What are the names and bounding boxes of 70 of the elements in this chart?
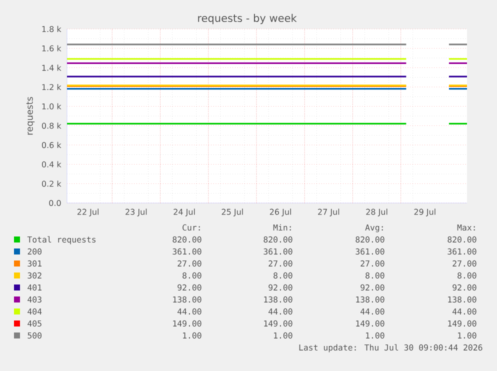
- chart-title: requests - by week: [198, 14, 297, 24]
- text: Avg:: [365, 224, 383, 232]
- text: 138.00: [264, 296, 292, 303]
- x-tick-label: 28 Jul: [366, 208, 388, 216]
- x-tick-label: 23 Jul: [126, 208, 147, 216]
- text: 1.00: [274, 332, 292, 339]
- legend-label: 401: [28, 284, 42, 291]
- text: 138.00: [173, 296, 202, 303]
- legend-label: 403: [28, 296, 42, 303]
- y-tick-label: 1.8 k: [42, 26, 62, 32]
- text: 820.00: [448, 236, 476, 243]
- x-tick-label: 26 Jul: [270, 208, 291, 216]
- text: 138.00: [448, 296, 476, 303]
- y-tick-label: 0.6 k: [42, 142, 62, 148]
- text: 92.00: [268, 284, 292, 291]
- legend-label: Total requests: [27, 236, 96, 244]
- x-tick-label: 25 Jul: [222, 208, 243, 216]
- text: 820.00: [356, 236, 384, 243]
- text: 92.00: [360, 284, 384, 291]
- text: 149.00: [173, 320, 202, 327]
- text: 1.00: [183, 332, 202, 339]
- text: 361.00: [264, 248, 292, 255]
- text: 27.00: [360, 260, 384, 267]
- y-tick-label: 1.6 k: [42, 45, 62, 52]
- text: 44.00: [268, 308, 292, 315]
- y-tick-label: 0.8 k: [42, 122, 62, 129]
- text: 149.00: [448, 320, 476, 327]
- text: 361.00: [356, 248, 384, 255]
- text: 1.00: [366, 332, 384, 339]
- text: 27.00: [268, 260, 292, 267]
- text: 149.00: [264, 320, 292, 327]
- text: 820.00: [264, 236, 292, 243]
- y-axis-title: requests: [26, 96, 35, 135]
- text: Last update: Thu Jul 30 09:00:44 2026: [299, 344, 482, 352]
- x-tick-label: 24 Jul: [174, 208, 195, 216]
- text: 27.00: [452, 260, 476, 267]
- legend-label: 405: [28, 320, 42, 327]
- text: Min:: [273, 224, 291, 230]
- y-tick-label: 1.0 k: [42, 103, 62, 110]
- y-tick-label: 0.0: [49, 200, 61, 206]
- y-tick-label: 1.2 k: [42, 84, 62, 90]
- text: 44.00: [360, 308, 384, 315]
- text: 361.00: [448, 248, 476, 255]
- legend-label: 302: [28, 272, 42, 279]
- text: 149.00: [356, 320, 384, 327]
- y-tick-label: 1.4 k: [42, 64, 62, 71]
- x-tick-label: 29 Jul: [414, 208, 436, 216]
- text: 8.00: [458, 272, 476, 279]
- legend-label: 500: [28, 332, 42, 339]
- text: 92.00: [452, 284, 476, 291]
- text: 8.00: [366, 272, 384, 279]
- text: 44.00: [178, 308, 202, 315]
- text: 820.00: [172, 236, 202, 243]
- text: 27.00: [178, 260, 202, 267]
- y-tick-label: 0.2 k: [42, 180, 62, 187]
- text: 8.00: [274, 272, 292, 279]
- text: Cur:: [182, 224, 200, 231]
- x-tick-label: 22 Jul: [77, 208, 98, 216]
- text: 1.00: [458, 332, 476, 339]
- legend-label: 200: [28, 248, 42, 255]
- text: 8.00: [182, 272, 202, 279]
- text: Max:: [457, 224, 475, 231]
- text: 92.00: [178, 284, 202, 291]
- legend-label: 404: [28, 308, 42, 315]
- x-tick-label: 27 Jul: [318, 208, 340, 216]
- legend-label: 301: [28, 260, 42, 267]
- text: 138.00: [356, 296, 384, 303]
- y-tick-label: 0.4 k: [42, 161, 62, 168]
- text: 44.00: [452, 308, 476, 315]
- text: 361.00: [172, 248, 202, 255]
